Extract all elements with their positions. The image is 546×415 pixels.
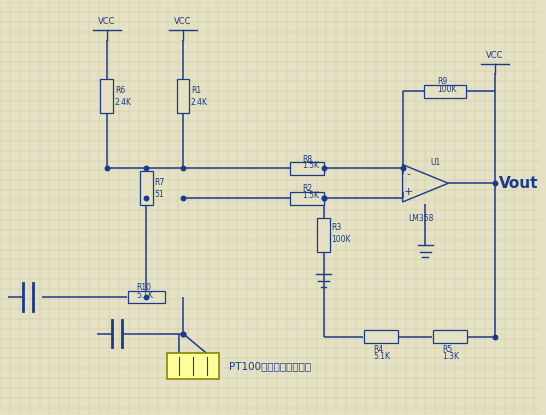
Text: 5.1K: 5.1K <box>136 291 153 300</box>
Text: R10: R10 <box>136 283 152 292</box>
Text: +: + <box>404 188 413 198</box>
Bar <box>424 85 466 98</box>
Text: R7: R7 <box>155 178 164 187</box>
Text: R4: R4 <box>373 344 383 354</box>
Text: 1.5K: 1.5K <box>302 161 319 171</box>
Bar <box>317 218 330 251</box>
Text: R9: R9 <box>437 77 448 86</box>
Text: U1: U1 <box>430 159 441 167</box>
Text: 100K: 100K <box>331 235 351 244</box>
Bar <box>167 354 218 379</box>
Text: R8: R8 <box>302 154 312 164</box>
Bar <box>364 330 397 343</box>
Bar <box>176 79 189 113</box>
Text: Vout: Vout <box>498 176 538 191</box>
Text: 100K: 100K <box>437 85 457 94</box>
Text: 1.5K: 1.5K <box>302 191 319 200</box>
Bar <box>434 330 467 343</box>
Text: R1: R1 <box>191 86 201 95</box>
Text: 2.4K: 2.4K <box>115 98 132 107</box>
Text: 2.4K: 2.4K <box>191 98 208 107</box>
Text: 5.1K: 5.1K <box>373 352 390 361</box>
Text: R3: R3 <box>331 223 342 232</box>
Bar <box>140 171 153 205</box>
Bar <box>290 192 324 205</box>
Bar <box>128 290 165 303</box>
Text: VCC: VCC <box>98 17 116 26</box>
Text: VCC: VCC <box>174 17 192 26</box>
Bar <box>290 162 324 175</box>
Text: PT100铀电阻（三线制）: PT100铀电阻（三线制） <box>229 361 311 371</box>
Text: -: - <box>407 169 411 179</box>
Bar <box>100 79 113 113</box>
Text: R5: R5 <box>442 344 453 354</box>
Text: 51: 51 <box>155 190 164 199</box>
Text: 1.3K: 1.3K <box>442 352 459 361</box>
Text: R6: R6 <box>115 86 125 95</box>
Text: R2: R2 <box>302 184 312 193</box>
Text: LM358: LM358 <box>408 214 433 223</box>
Text: VCC: VCC <box>486 51 503 60</box>
